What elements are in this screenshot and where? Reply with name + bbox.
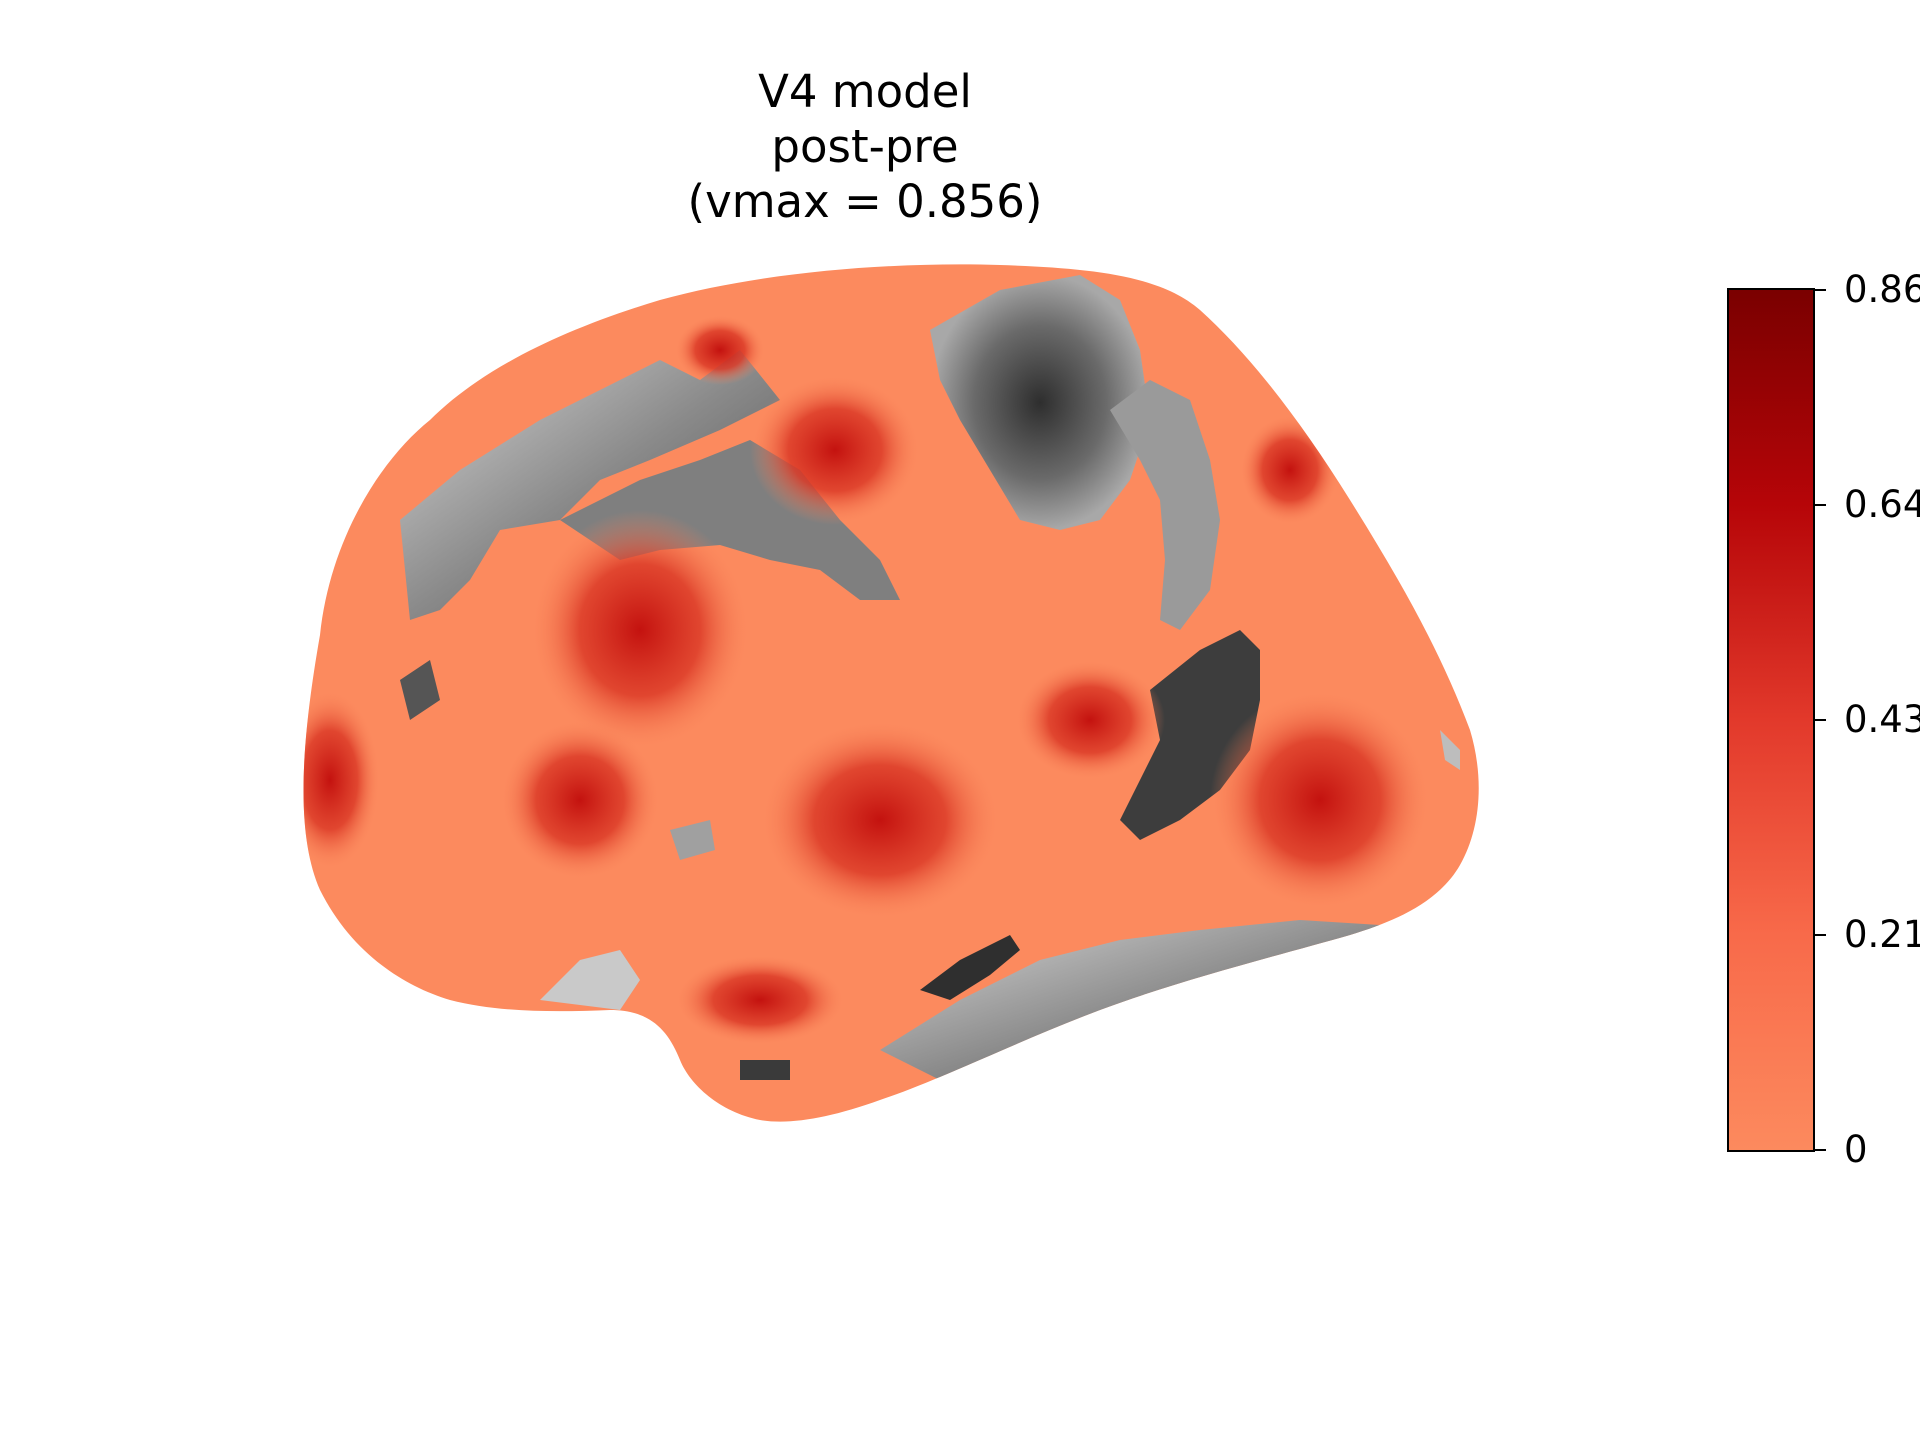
colorbar-tick-label: 0.43: [1844, 698, 1920, 741]
title-line-contrast: post-pre: [771, 120, 959, 173]
colorbar-tick-label: 0.21: [1844, 913, 1920, 956]
gray-patch-4: [1440, 730, 1460, 770]
gray-region-sulcus-mid: [560, 440, 900, 600]
title-line-vmax: (vmax = 0.856): [687, 175, 1043, 228]
activation-blob-frontal-pole: [303, 690, 380, 870]
activation-blob-dorsal: [675, 315, 765, 385]
activation-blob-supramarginal: [1015, 660, 1165, 780]
colorbar-tick-label: 0.86: [1844, 268, 1920, 311]
title-line-model: V4 model: [758, 65, 972, 118]
gray-patch-3: [740, 1060, 790, 1080]
colorbar: [1727, 288, 1815, 1152]
gray-patch-1: [400, 660, 440, 720]
gray-region-frontal: [400, 350, 780, 620]
brain-surface: [303, 264, 1479, 1122]
gray-region-pole: [540, 950, 640, 1010]
gray-region-postcentral: [1110, 380, 1220, 630]
activation-blob-frontal: [530, 510, 750, 750]
activation-blob-occipital: [1210, 690, 1430, 910]
activation-blob-parietal-upper: [1240, 415, 1340, 525]
colorbar-ticks: [1814, 289, 1826, 1151]
gray-region-temporal-dark: [920, 935, 1020, 1000]
activation-blob-temporal-pole: [675, 955, 845, 1045]
activation-blob-inferior-frontal: [500, 720, 660, 880]
activation-blob-superior: [750, 375, 920, 525]
gray-region-central-dark: [930, 275, 1150, 530]
colorbar-tick-label: 0.64: [1844, 483, 1920, 526]
colorbar-tick-label: 0: [1844, 1128, 1868, 1171]
activation-blob-central: [760, 720, 1000, 920]
gray-patch-2: [670, 820, 715, 860]
gray-region-parietal-dark: [1120, 630, 1260, 840]
